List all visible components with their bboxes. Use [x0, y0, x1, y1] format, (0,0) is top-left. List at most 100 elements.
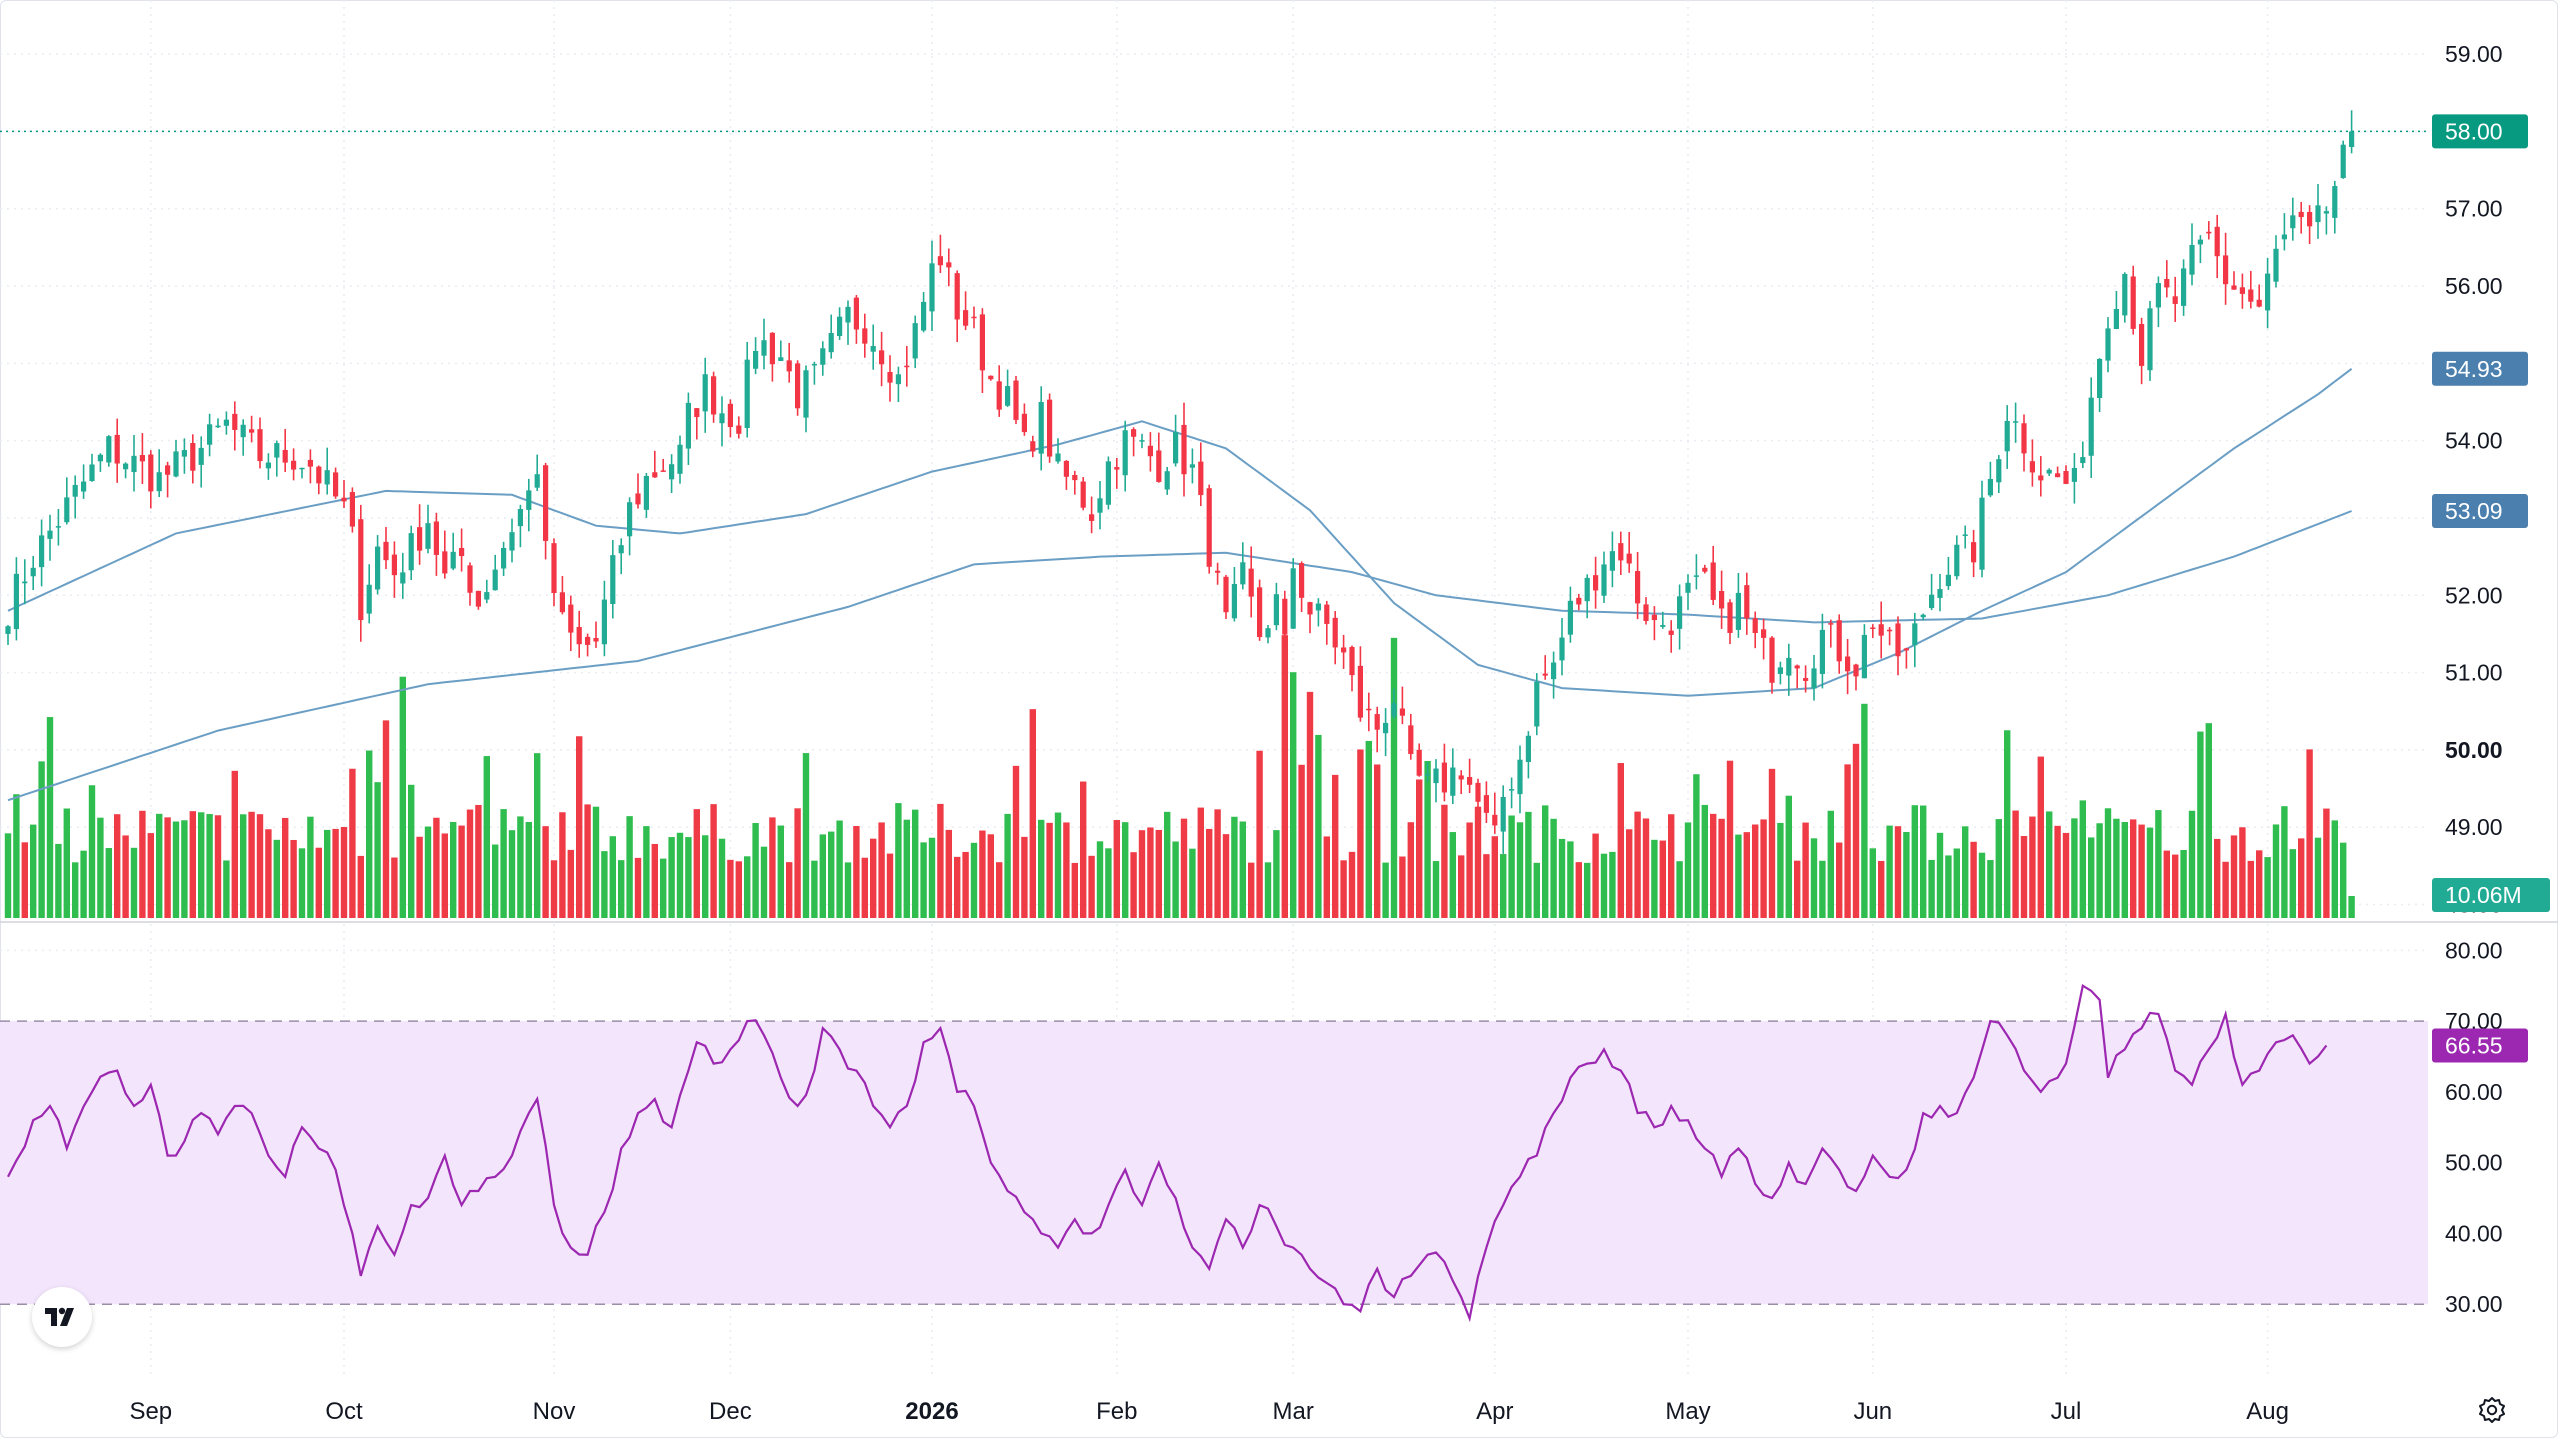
volume-bar: [1306, 691, 1314, 918]
candle-body: [492, 569, 498, 591]
candle-body: [1593, 575, 1599, 591]
candle-body: [702, 374, 708, 412]
candle-body: [1063, 460, 1069, 477]
candle-body: [2029, 461, 2035, 473]
volume-bar: [1332, 774, 1339, 918]
candle-body: [249, 429, 255, 433]
candle-body: [526, 490, 532, 510]
candle-body: [736, 425, 742, 434]
volume-bar: [920, 842, 927, 918]
candle-body: [1937, 589, 1943, 598]
candle-body: [1912, 623, 1918, 646]
candle-body: [559, 592, 565, 613]
candle-body: [1257, 587, 1263, 638]
candle-body: [198, 447, 204, 465]
candle-body: [1811, 668, 1817, 689]
candle-body: [585, 636, 591, 645]
volume-bar: [214, 815, 222, 918]
candle-body: [475, 590, 481, 607]
time-axis-label: Jul: [2051, 1398, 2082, 1425]
volume-bar: [1399, 856, 1406, 918]
volume-bar: [836, 820, 843, 918]
candle-body: [1651, 614, 1657, 621]
volume-bar: [1936, 832, 1944, 918]
candle-body: [324, 470, 330, 485]
candle-body: [660, 470, 666, 472]
volume-bar: [1710, 813, 1717, 918]
volume-bar: [1071, 862, 1078, 918]
candle-body: [467, 565, 473, 593]
candle-body: [257, 429, 263, 462]
candle-body: [89, 464, 95, 482]
candle-body: [316, 466, 322, 484]
candle-body: [1920, 614, 1926, 618]
settings-gear-icon[interactable]: [2474, 1392, 2510, 1428]
volume-bar: [30, 824, 37, 918]
candle-body: [1030, 441, 1036, 452]
volume-bar: [2348, 896, 2355, 918]
candle-body: [1895, 623, 1901, 657]
volume-bar: [2046, 811, 2053, 918]
volume-bar: [895, 803, 902, 918]
volume-bar: [1735, 834, 1742, 918]
candle-body: [610, 555, 616, 605]
candle-body: [1450, 767, 1456, 796]
candle-body: [72, 484, 78, 497]
candle-body: [1122, 430, 1128, 476]
volume-bar: [1592, 833, 1599, 918]
candle-body: [1240, 562, 1246, 585]
volume-bar: [685, 837, 692, 918]
volume-bar: [483, 756, 490, 918]
volume-bar: [508, 830, 516, 918]
candle-body: [1021, 413, 1027, 433]
candle-body: [2315, 205, 2321, 223]
volume-bar: [1197, 807, 1204, 918]
candle-body: [97, 454, 103, 462]
volume-bar: [1567, 841, 1574, 918]
candle-body: [1038, 402, 1044, 454]
volume-bar: [1500, 854, 1507, 918]
candle-body: [2080, 457, 2086, 464]
candle-body: [450, 551, 456, 569]
candle-body: [2223, 255, 2229, 285]
volume-bar: [1374, 764, 1381, 918]
volume-bar: [1718, 818, 1725, 918]
volume-bar: [298, 848, 306, 918]
volume-bar: [1113, 820, 1120, 918]
volume-bar: [424, 826, 432, 918]
candle-body: [349, 492, 355, 527]
volume-bar: [1550, 818, 1557, 918]
volume-bar: [1785, 795, 1792, 918]
volume-bar: [618, 860, 625, 918]
candle-body: [534, 474, 540, 488]
candle-body: [291, 460, 297, 470]
volume-bar: [189, 811, 196, 918]
volume-bar: [718, 838, 726, 918]
volume-bar: [172, 821, 180, 918]
volume-bar: [1390, 637, 1398, 918]
volume-bar: [408, 784, 415, 918]
candle-body: [2239, 287, 2245, 294]
volume-bar: [2314, 837, 2322, 918]
candle-body: [232, 413, 238, 430]
candle-body: [1055, 453, 1061, 462]
candle-body: [1475, 782, 1481, 802]
candle-body: [1786, 657, 1792, 676]
volume-bar: [693, 809, 700, 918]
rsi-value-badge-bg: [2432, 1028, 2528, 1063]
volume-bar: [282, 817, 289, 918]
candle-body: [1173, 432, 1179, 464]
candle-body: [2332, 186, 2338, 218]
volume-bar: [181, 820, 188, 918]
candle-body: [2189, 244, 2195, 275]
candle-body: [207, 424, 213, 445]
volume-bar: [1290, 672, 1297, 918]
volume-bar: [1281, 635, 1288, 918]
candle-body: [1517, 759, 1523, 795]
volume-bar: [1634, 811, 1641, 918]
candle-body: [2122, 273, 2128, 316]
volume-bar: [987, 834, 994, 918]
candle-body: [265, 462, 271, 469]
tradingview-logo-icon[interactable]: [32, 1287, 92, 1347]
